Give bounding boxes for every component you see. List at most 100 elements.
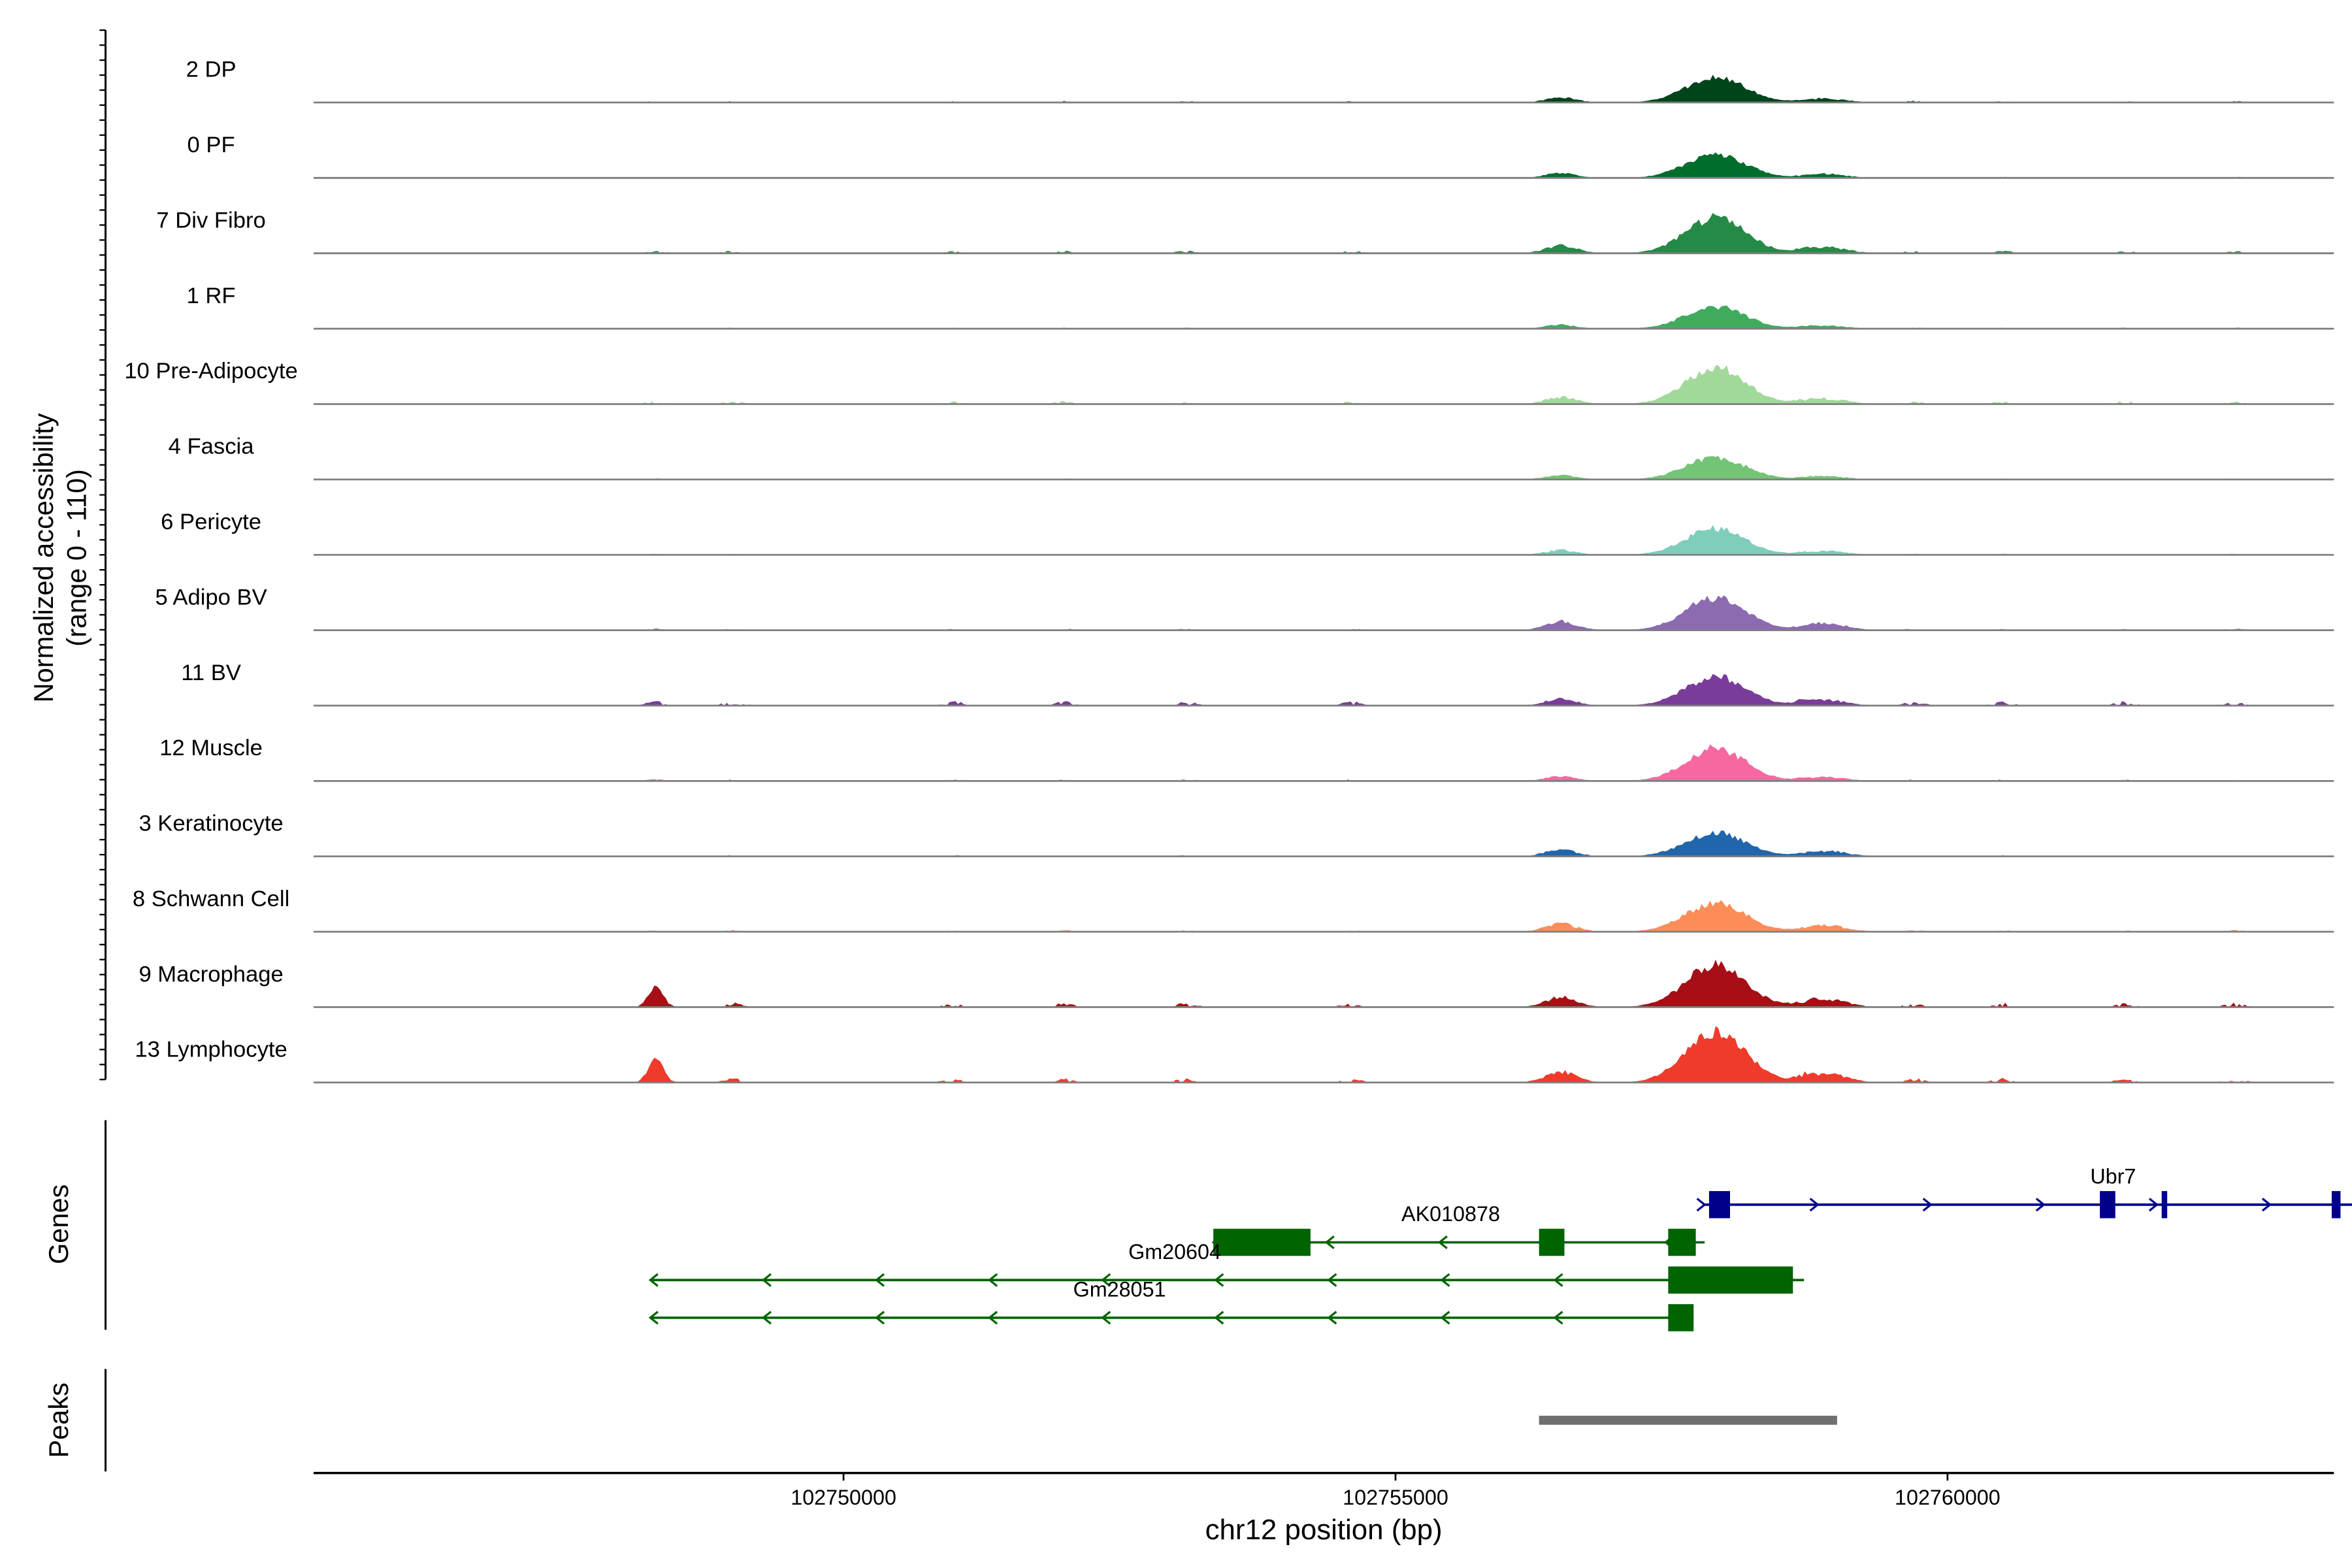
strand-arrow [988,1311,998,1325]
track-7-div-fibro: 7 Div Fibro [156,208,2334,255]
track-0-pf: 0 PF [188,133,2334,179]
strand-arrow [1101,1273,1111,1287]
coverage-area [384,152,2334,178]
gene-label: Gm20604 [1128,1240,1221,1264]
x-tick-label: 102755000 [1343,1486,1448,1509]
strand-arrow [1327,1311,1337,1325]
track-label: 5 Adipo BV [155,585,267,610]
x-tick-label: 102760000 [1895,1486,2001,1509]
track-4-fascia: 4 Fascia [169,434,2334,481]
peak-bar [1539,1415,1837,1425]
coverage-area [384,305,2334,329]
gene-ubr7: Ubr7 [1696,1165,2352,1218]
gene-gm20604: Gm20604 [648,1240,1805,1294]
track-label: 12 Muscle [159,736,263,760]
strand-arrow [1101,1311,1111,1325]
y-axis-title-line1: Normalized accessibility [28,413,59,702]
track-label: 7 Div Fibro [156,208,265,233]
track-1-rf: 1 RF [187,284,2334,330]
gene-ak010878: AK010878 [1211,1202,1705,1256]
coverage-area [384,595,2334,630]
track-label: 1 RF [187,284,236,308]
track-12-muscle: 12 Muscle [159,736,2334,782]
coverage-area [384,830,2334,857]
track-label: 13 Lymphocyte [135,1037,287,1062]
exon-block [2100,1191,2115,1218]
exon-block [1708,1191,1730,1218]
coverage-area [384,1026,2334,1083]
coverage-area [384,212,2334,253]
strand-arrow [1324,1235,1335,1250]
track-label: 4 Fascia [169,434,255,459]
coverage-area [384,525,2334,555]
coverage-area [384,959,2334,1007]
track-label: 6 Pericyte [161,510,261,534]
strand-arrow [1327,1273,1337,1287]
strand-arrow [1214,1273,1224,1287]
strand-arrow [1214,1311,1224,1325]
coverage-area [384,900,2334,932]
track-label: 10 Pre-Adipocyte [124,359,298,384]
strand-arrow [1809,1198,1820,1212]
strand-arrow [648,1273,659,1287]
track-label: 3 Keratinocyte [139,811,283,836]
strand-arrow [1553,1273,1563,1287]
gene-label: Gm28051 [1073,1278,1166,1301]
track-11-bv: 11 BV [181,661,2334,707]
strand-arrow [2035,1198,2046,1212]
strand-arrow [761,1311,772,1325]
exon-block [2331,1191,2341,1218]
y-axis-title-line2: (range 0 - 110) [61,469,92,647]
track-label: 9 Macrophage [139,962,283,987]
coverage-area [384,74,2334,103]
strand-arrow [648,1311,659,1325]
track-9-macrophage: 9 Macrophage [139,959,2334,1008]
track-label: 11 BV [181,661,241,685]
strand-arrow [874,1311,885,1325]
strand-arrow [988,1273,998,1287]
track-label: 8 Schwann Cell [133,887,289,911]
coverage-area [384,455,2334,480]
track-5-adipo-bv: 5 Adipo BV [155,585,2334,631]
genes-panel: Genes Ubr7 AK010878 Gm20604 Gm28051 [43,1120,2352,1331]
strand-arrow [2148,1198,2159,1212]
strand-arrow [1696,1198,1707,1212]
exon-block [1668,1228,1696,1256]
track-2-dp: 2 DP [186,57,2334,104]
track-13-lymphocyte: 13 Lymphocyte [135,1026,2334,1084]
x-axis-title: chr12 position (bp) [1205,1514,1443,1546]
strand-arrow [874,1273,885,1287]
track-3-keratinocyte: 3 Keratinocyte [139,811,2334,858]
genes-title: Genes [43,1184,74,1264]
peaks-title: Peaks [43,1382,74,1458]
y-axis: Normalized accessibility (range 0 - 110) [28,29,107,1081]
gene-label: Ubr7 [2090,1165,2136,1188]
strand-arrow [1437,1235,1448,1250]
exon-block [2161,1191,2168,1218]
coverage-area [384,365,2334,404]
strand-arrow [2261,1198,2272,1212]
exon-block [1668,1304,1694,1331]
gene-gm28051: Gm28051 [648,1278,1694,1331]
x-axis: 102750000102755000102760000102765000chr1… [314,1471,2334,1546]
strand-arrow [761,1273,772,1287]
track-10-pre-adipocyte: 10 Pre-Adipocyte [124,359,2334,405]
exon-block [1213,1228,1311,1256]
coverage-area [384,674,2334,706]
track-8-schwann-cell: 8 Schwann Cell [133,887,2334,933]
coverage-area [384,744,2334,781]
peaks-panel: Peaks [43,1369,1837,1472]
gene-label: AK010878 [1401,1202,1500,1226]
strand-arrow [1553,1311,1563,1325]
strand-arrow [1440,1311,1450,1325]
x-tick-label: 102750000 [791,1486,896,1509]
strand-arrow [1440,1273,1450,1287]
coverage-tracks: 2 DP 0 PF 7 Div Fibro 1 RF 10 Pre-Adipocyte 4… [124,57,2334,1084]
strand-arrow [1922,1198,1933,1212]
exon-block [1539,1228,1565,1256]
track-label: 0 PF [188,133,235,157]
track-6-pericyte: 6 Pericyte [161,510,2334,556]
exon-block [1668,1266,1793,1294]
track-label: 2 DP [186,57,237,82]
